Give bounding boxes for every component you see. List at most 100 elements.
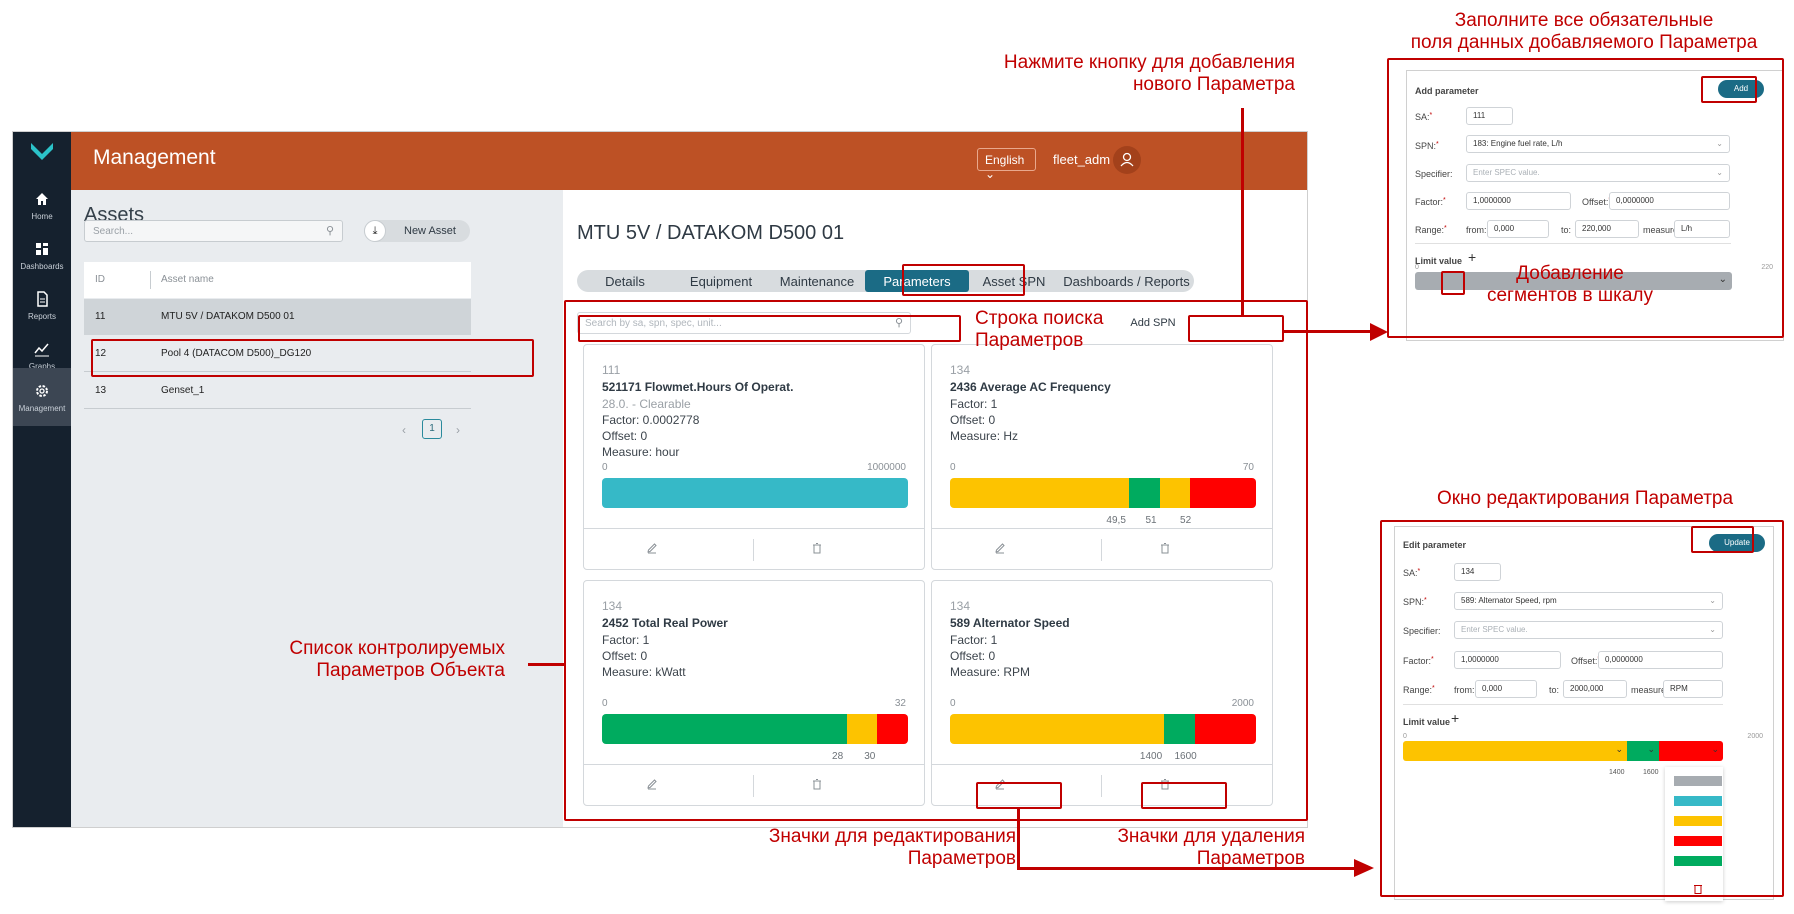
- spn-label: SPN:*: [1403, 597, 1427, 607]
- to-field[interactable]: 2000,000: [1563, 680, 1627, 698]
- color-swatch[interactable]: [1674, 816, 1722, 826]
- color-swatch[interactable]: [1674, 856, 1722, 866]
- parameter-search-input[interactable]: Search by sa, spn, spec, unit... ⚲: [577, 312, 911, 334]
- logo[interactable]: [13, 132, 71, 172]
- sidebar-item-reports[interactable]: Reports: [13, 276, 71, 332]
- page-number[interactable]: 1: [422, 419, 442, 439]
- edit-icon[interactable]: [994, 777, 1006, 795]
- highlight-delete-icon: [1141, 782, 1227, 809]
- param-factor: Factor: 1: [950, 633, 998, 647]
- spn-select[interactable]: 183: Engine fuel rate, L/h ⌄: [1466, 135, 1730, 153]
- spn-select[interactable]: 589: Alternator Speed, rpm ⌄: [1454, 592, 1723, 610]
- param-offset: Offset: 0: [950, 413, 996, 427]
- sa-field[interactable]: 111: [1466, 107, 1513, 125]
- sidebar-item-graphs[interactable]: Graphs: [13, 326, 71, 382]
- tab-asset-spn[interactable]: Asset SPN: [982, 273, 1046, 289]
- factor-field[interactable]: 1,0000000: [1466, 192, 1571, 210]
- color-swatch[interactable]: [1674, 796, 1722, 806]
- trash-icon[interactable]: [811, 541, 823, 559]
- language-select[interactable]: English ⌄: [977, 148, 1036, 181]
- edit-icon[interactable]: [646, 777, 658, 795]
- edit-icon[interactable]: [994, 541, 1006, 559]
- update-button[interactable]: Update: [1709, 534, 1765, 552]
- scale-min: 0: [602, 462, 608, 473]
- trash-icon[interactable]: [811, 777, 823, 795]
- avatar[interactable]: [1113, 146, 1141, 174]
- tab-maintenance[interactable]: Maintenance: [779, 273, 855, 289]
- from-field[interactable]: 0,000: [1487, 220, 1549, 238]
- add-spn-button[interactable]: Add SPN: [1130, 317, 1176, 329]
- param-offset: Offset: 0: [950, 649, 996, 663]
- new-asset-button[interactable]: ⤓ New Asset: [364, 220, 470, 242]
- sidebar-label: Dashboards: [20, 262, 64, 271]
- add-segment-icon[interactable]: +: [1451, 710, 1460, 726]
- trash-icon[interactable]: [1159, 541, 1171, 559]
- highlight-update-button: [1691, 526, 1754, 553]
- limit-bar[interactable]: ⌄: [1415, 272, 1732, 290]
- prev-page-icon[interactable]: ‹: [402, 423, 406, 437]
- tab-details[interactable]: Details: [605, 273, 645, 289]
- segment-red[interactable]: ⌄: [1659, 741, 1723, 761]
- color-swatch[interactable]: [1674, 836, 1722, 846]
- download-icon[interactable]: ⤓: [364, 220, 386, 242]
- trash-icon[interactable]: [1159, 777, 1171, 795]
- sidebar-item-home[interactable]: Home: [13, 176, 71, 232]
- divider: [1415, 243, 1731, 244]
- divider: [1101, 539, 1102, 561]
- edit-icon[interactable]: [646, 541, 658, 559]
- highlight-add-button: [1701, 76, 1757, 103]
- to-field[interactable]: 220,000: [1575, 220, 1639, 238]
- divider: [1403, 704, 1723, 705]
- measure-field[interactable]: RPM: [1663, 680, 1723, 698]
- highlight-add-spn: [1188, 315, 1284, 342]
- factor-label: Factor:*: [1403, 656, 1434, 666]
- specifier-select[interactable]: Enter SPEC value. ⌄: [1454, 621, 1723, 639]
- chevron-down-icon: ⌄: [985, 167, 996, 181]
- table-row[interactable]: 12 Pool 4 (DATACOM D500)_DG120: [84, 336, 471, 372]
- col-asset-name: Asset name: [161, 274, 214, 285]
- scale-max: 70: [1242, 462, 1254, 473]
- asset-search-input[interactable]: Search... ⚲: [84, 220, 343, 242]
- card-actions: [932, 764, 1272, 806]
- scale-segment: [846, 714, 878, 744]
- connector-line: [1017, 867, 1357, 870]
- highlight-parameter-list: [564, 300, 1308, 821]
- scale-tick: 51: [1145, 515, 1157, 526]
- param-factor: Factor: 1: [602, 633, 650, 647]
- chevron-down-icon: ⌄: [1716, 168, 1723, 177]
- row-name: Genset_1: [161, 385, 205, 396]
- scale-tick: 28: [832, 751, 844, 762]
- specifier-select[interactable]: Enter SPEC value. ⌄: [1466, 164, 1730, 182]
- table-row[interactable]: 13 Genset_1: [84, 373, 471, 409]
- segment-green[interactable]: ⌄: [1627, 741, 1659, 761]
- sidebar-item-management[interactable]: Management: [13, 368, 71, 426]
- scale-bar: [602, 714, 908, 744]
- from-field[interactable]: 0,000: [1475, 680, 1537, 698]
- add-button[interactable]: Add: [1718, 80, 1764, 98]
- app-window: Home Dashboards Reports Graphs Managemen…: [12, 131, 1308, 828]
- scale-segment: [1159, 478, 1191, 508]
- factor-field[interactable]: 1,0000000: [1454, 651, 1561, 669]
- add-segment-icon[interactable]: +: [1468, 249, 1477, 265]
- tab-parameters[interactable]: Parameters: [865, 270, 969, 292]
- param-measure: Measure: kWatt: [602, 665, 686, 679]
- sidebar-item-dashboards[interactable]: Dashboards: [13, 226, 71, 282]
- tab-equipment[interactable]: Equipment: [689, 273, 753, 289]
- table-row[interactable]: 11 MTU 5V / DATAKOM D500 01: [84, 299, 471, 335]
- color-swatch[interactable]: [1674, 776, 1722, 786]
- next-page-icon[interactable]: ›: [456, 423, 460, 437]
- param-sa: 134: [950, 363, 971, 377]
- param-offset: Offset: 0: [602, 649, 648, 663]
- limit-max: 2000: [1747, 733, 1763, 740]
- measure-field[interactable]: L/h: [1674, 220, 1730, 238]
- tab-dashboards-reports[interactable]: Dashboards / Reports: [1063, 273, 1190, 289]
- segment-yellow[interactable]: ⌄: [1403, 741, 1627, 761]
- scale-tick: 30: [864, 751, 876, 762]
- trash-icon[interactable]: [1693, 883, 1703, 896]
- offset-field[interactable]: 0,0000000: [1609, 192, 1730, 210]
- sa-field[interactable]: 134: [1454, 563, 1501, 581]
- scale-bar: [950, 478, 1256, 508]
- edit-parameter-form: Edit parameter Update SA:* 134 SPN:* 589…: [1394, 526, 1774, 901]
- limit-bar[interactable]: ⌄ ⌄ ⌄: [1403, 741, 1723, 761]
- offset-field[interactable]: 0,0000000: [1598, 651, 1723, 669]
